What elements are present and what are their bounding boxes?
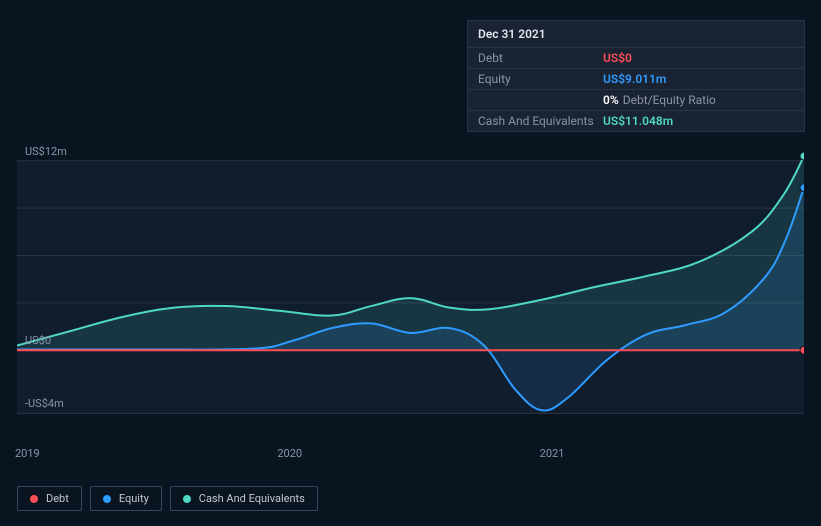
tooltip-row: Cash And EquivalentsUS$11.048m <box>468 111 804 131</box>
tooltip-row-label: Debt <box>478 51 603 65</box>
chart-container: Dec 31 2021 DebtUS$0EquityUS$9.011m0%Deb… <box>0 0 821 526</box>
legend-item[interactable]: Debt <box>17 486 82 511</box>
tooltip-row-value: 0%Debt/Equity Ratio <box>603 93 716 107</box>
legend-label: Cash And Equivalents <box>199 492 305 505</box>
tooltip-row-label <box>478 93 603 107</box>
chart-area: US$12mUS$0-US$4m 201920202021 <box>17 145 804 445</box>
legend-item[interactable]: Cash And Equivalents <box>170 486 318 511</box>
tooltip-row-label: Equity <box>478 72 603 86</box>
y-axis-label: US$12m <box>25 145 67 158</box>
x-axis-label: 2020 <box>277 447 302 460</box>
tooltip-row: EquityUS$9.011m <box>468 69 804 90</box>
legend: Debt Equity Cash And Equivalents <box>17 486 318 511</box>
tooltip-row-value: US$9.011m <box>603 72 666 86</box>
x-axis-label: 2019 <box>15 447 40 460</box>
y-axis-label: -US$4m <box>25 397 64 410</box>
legend-dot-icon <box>30 495 38 503</box>
legend-item[interactable]: Equity <box>90 486 162 511</box>
legend-label: Equity <box>119 492 149 505</box>
tooltip-date: Dec 31 2021 <box>468 21 804 48</box>
chart-svg <box>17 145 804 445</box>
legend-label: Debt <box>46 492 69 505</box>
tooltip-row-value: US$11.048m <box>603 114 673 128</box>
tooltip-row: 0%Debt/Equity Ratio <box>468 90 804 111</box>
x-axis-label: 2021 <box>540 447 565 460</box>
legend-dot-icon <box>103 495 111 503</box>
tooltip-row: DebtUS$0 <box>468 48 804 69</box>
tooltip-row-label: Cash And Equivalents <box>478 114 603 128</box>
data-tooltip: Dec 31 2021 DebtUS$0EquityUS$9.011m0%Deb… <box>467 20 805 132</box>
y-axis-label: US$0 <box>25 334 51 347</box>
tooltip-row-value: US$0 <box>603 51 632 65</box>
legend-dot-icon <box>183 495 191 503</box>
